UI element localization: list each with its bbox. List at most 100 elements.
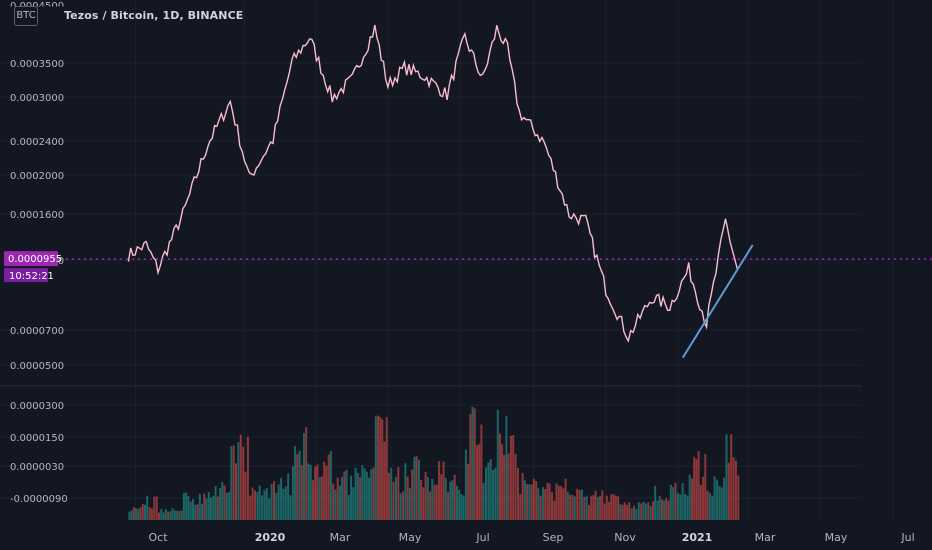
volume-bar — [397, 466, 400, 520]
volume-bar — [225, 493, 228, 520]
volume-bar — [268, 498, 271, 520]
time-axis[interactable]: Oct 2020 Mar May Jul Sep Nov 2021 Mar May Jul — [148, 531, 914, 544]
price-tick-label: 0.0003500 — [10, 59, 64, 70]
volume-bar — [617, 496, 620, 520]
volume-bar — [130, 510, 133, 520]
volume-bar — [654, 485, 657, 520]
currency-badge[interactable]: BTC — [14, 6, 38, 26]
volume-bar — [557, 485, 560, 520]
volume-bar — [626, 504, 629, 520]
volume-bar — [256, 491, 259, 520]
volume-bar — [422, 487, 425, 520]
volume-bar — [334, 489, 337, 520]
volume-bar — [336, 477, 339, 520]
volume-bar — [178, 511, 181, 520]
volume-bar — [270, 484, 273, 520]
volume-bar — [555, 483, 558, 520]
volume-bar — [153, 496, 156, 520]
volume-bar — [438, 461, 441, 520]
volume-bar — [566, 491, 569, 520]
volume-bar — [697, 451, 700, 520]
volume-bar — [464, 449, 467, 520]
time-axis-label: 2020 — [255, 531, 286, 544]
price-tick-label: 0.0000700 — [10, 326, 64, 337]
volume-bar — [318, 477, 321, 520]
volume-bar — [560, 486, 563, 520]
volume-bar — [676, 492, 679, 520]
volume-bar — [652, 501, 654, 520]
volume-bar — [456, 485, 458, 520]
volume-bar — [144, 504, 146, 520]
volume-bar — [291, 466, 294, 520]
volume-bar — [501, 444, 504, 520]
volume-bar — [590, 496, 593, 520]
volume-bar — [473, 408, 476, 520]
volume-bar — [444, 478, 447, 520]
volume-bar — [237, 442, 240, 520]
volume-bar — [392, 481, 395, 520]
volume-bar — [203, 493, 206, 520]
volume-bar — [254, 490, 256, 520]
volume-bar — [228, 492, 231, 520]
volume-bar — [196, 504, 199, 520]
volume-bar — [303, 433, 305, 520]
time-axis-label: Sep — [543, 531, 564, 544]
volume-bar — [363, 468, 366, 520]
volume-bar — [576, 488, 579, 520]
volume-bar — [284, 486, 287, 520]
price-series — [127, 24, 738, 343]
volume-bar — [150, 508, 153, 520]
volume-bar — [499, 433, 501, 520]
volume-bar — [482, 483, 485, 520]
volume-bar — [512, 435, 515, 520]
volume-bar — [429, 491, 432, 520]
volume-bar — [699, 484, 702, 520]
volume-bar — [635, 508, 638, 520]
volume-bar — [415, 456, 418, 520]
volume-bar — [489, 459, 492, 520]
volume-bar — [460, 494, 463, 520]
volume-tick-label: 0.0000030 — [10, 462, 64, 473]
countdown-label: 10:52:21 — [9, 271, 54, 282]
price-tick-label: 0.0003000 — [10, 93, 64, 104]
volume-tick-label: 0.0000300 — [10, 401, 64, 412]
trendline-drawing[interactable] — [681, 244, 754, 359]
volume-bar — [198, 493, 201, 520]
volume-bar — [194, 504, 197, 520]
volume-bar — [411, 469, 414, 520]
volume-bar — [688, 474, 691, 520]
volume-bar — [300, 465, 303, 520]
volume-bar — [517, 467, 519, 520]
volume-bar — [314, 466, 317, 520]
volume-bar — [539, 495, 542, 520]
volume-bar — [528, 484, 531, 520]
current-price-marker: 0.0000955 10:52:21 — [4, 251, 932, 283]
volume-bar — [232, 445, 235, 520]
price-tick-label: 0.0001600 — [10, 210, 64, 221]
volume-bar — [686, 495, 689, 520]
volume-bar — [390, 467, 393, 520]
volume-bar — [494, 467, 497, 520]
price-tick-label: 0.0000500 — [10, 361, 64, 372]
volume-bar — [599, 496, 602, 520]
volume-bar — [679, 494, 682, 520]
volume-bar — [580, 489, 583, 520]
volume-bar — [583, 497, 586, 520]
volume-bar — [544, 489, 547, 520]
volume-bar — [275, 492, 278, 520]
volume-bar — [137, 509, 140, 520]
volume-bar — [354, 467, 357, 520]
volume-bar — [311, 480, 314, 520]
volume-bar — [548, 483, 551, 520]
volume-bar — [402, 491, 405, 520]
volume-bar — [249, 495, 252, 520]
volume-bar — [462, 495, 465, 520]
volume-bar — [521, 473, 524, 520]
volume-bar — [485, 467, 487, 520]
volume-bar — [239, 434, 242, 520]
volume-bar — [605, 495, 608, 520]
volume-bar — [413, 456, 416, 520]
volume-bar — [180, 510, 183, 520]
volume-bar — [647, 502, 650, 520]
